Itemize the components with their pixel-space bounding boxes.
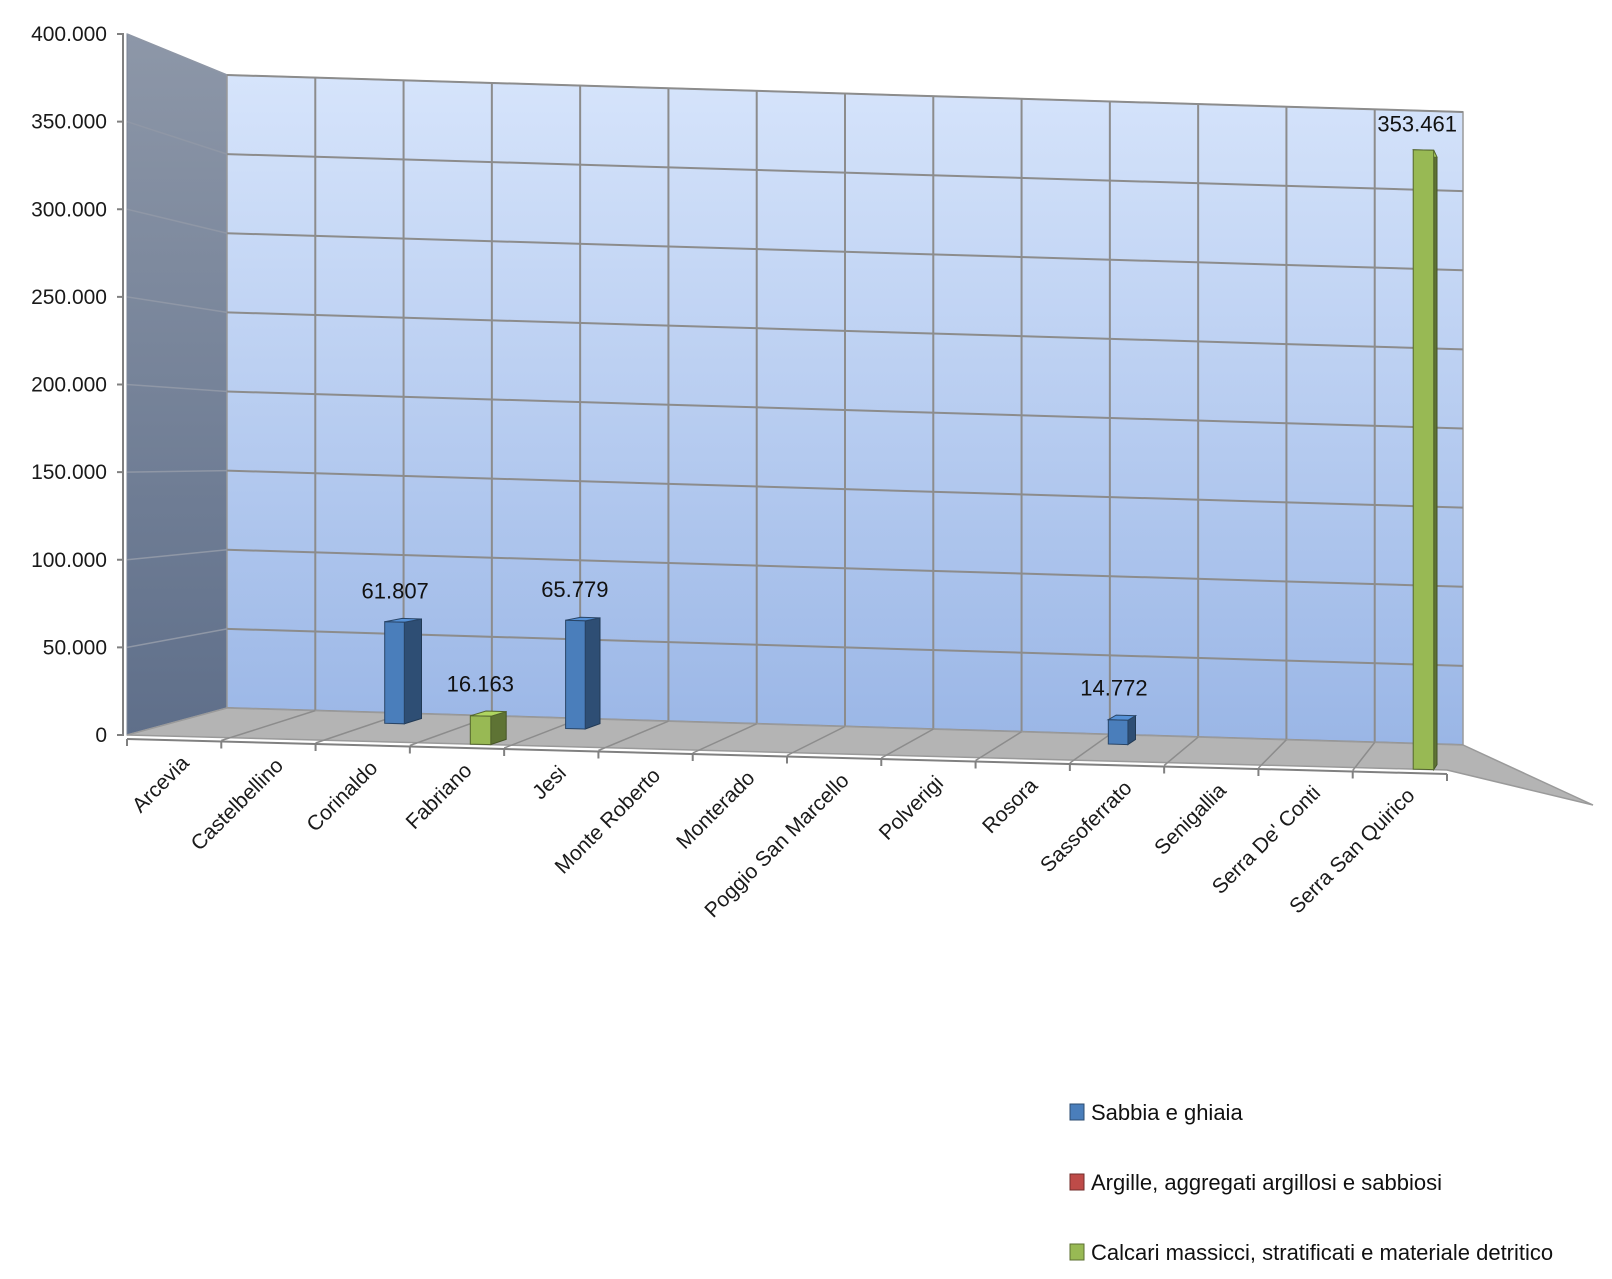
y-tick-label: 200.000 [31, 374, 107, 397]
data-label-fabriano: 16.163 [447, 672, 514, 697]
gridline-side [126, 120, 228, 155]
y-tick-label: 150.000 [31, 461, 107, 484]
legend-swatch [1069, 1173, 1085, 1191]
x-label-senigallia: Senigallia [1150, 779, 1231, 860]
floor-divider [880, 728, 934, 759]
legend: Sabbia e ghiaia Argille, aggregati argill… [1069, 1100, 1553, 1265]
data-label-serra-san-quirico: 353.461 [1377, 111, 1457, 136]
legend-item-calcari-massicci-stratificati-e-materiale-detritico: Calcari massicci, stratificati e materia… [1069, 1240, 1553, 1265]
y-tick-label: 0 [95, 724, 107, 747]
bar-front [565, 619, 586, 730]
bar-sabbia-e-ghiaia-jesi [565, 616, 601, 730]
x-label-sassoferrato: Sassoferrato [1036, 777, 1136, 877]
data-labels: 61.807 65.779 14.772 16.163 353.461 [362, 111, 1457, 700]
floor-divider [1163, 736, 1199, 767]
bar-front [1107, 719, 1129, 746]
y-tick-label: 350.000 [31, 111, 107, 134]
gridline-side [126, 628, 228, 649]
gridline-side [126, 549, 228, 561]
y-tick-label: 300.000 [31, 198, 107, 221]
floor-divider [786, 725, 846, 757]
floor-divider [1069, 733, 1111, 764]
bar-sabbia-e-ghiaia-sassoferrato [1106, 714, 1138, 746]
bar-side [490, 710, 507, 746]
x-label-polverigi: Polverigi [875, 772, 948, 845]
x-label-arcevia: Arcevia [128, 751, 194, 817]
bar-calcari-massicci-stratificati-e-materiale-detritico-fabriano [469, 710, 507, 746]
bar-front [469, 715, 492, 746]
y-axis: 0 50.000 100.000 150.000 200.000 250.000 300.0… [31, 23, 1448, 781]
legend-item-sabbia-e-ghiaia: Sabbia e ghiaia [1069, 1100, 1243, 1125]
x-label-jesi: Jesi [528, 762, 571, 805]
y-tick-label: 100.000 [31, 549, 107, 572]
gridlines [126, 33, 1464, 746]
data-label-corinaldo: 61.807 [362, 578, 429, 603]
floor-divider [1352, 741, 1376, 771]
bar-front [1412, 149, 1435, 771]
gridline-side [126, 208, 228, 234]
chart-walls [126, 33, 1464, 746]
data-label-sassoferrato: 14.772 [1080, 676, 1147, 701]
bar-side [403, 618, 422, 725]
floor-divider [221, 709, 316, 742]
floor-divider [975, 731, 1022, 762]
y-tick-label: 250.000 [31, 286, 107, 309]
floor-divider [1257, 739, 1287, 769]
legend-label: Sabbia e ghiaia [1091, 1100, 1243, 1125]
bar-sabbia-e-ghiaia-corinaldo [384, 617, 422, 725]
gridline-side [126, 469, 228, 473]
legend-label: Argille, aggregati argillosi e sabbiosi [1091, 1170, 1442, 1195]
bars [384, 149, 1438, 772]
x-label-monterado: Monterado [672, 767, 759, 854]
side-wall [126, 33, 228, 736]
x-label-castelbellino: Castelbellino [187, 754, 288, 855]
bar-side [584, 617, 601, 730]
bar-front [384, 621, 405, 725]
y-tick-label: 50.000 [43, 636, 107, 659]
legend-swatch [1069, 1103, 1085, 1121]
bar-calcari-massicci-stratificati-e-materiale-detritico-serra-san-quirico [1412, 149, 1438, 772]
x-label-corinaldo: Corinaldo [302, 757, 382, 837]
legend-item-argille-aggregati-argillosi-e-sabbiosi: Argille, aggregati argillosi e sabbiosi [1069, 1170, 1442, 1195]
floor-divider [692, 723, 758, 754]
gridline-side [126, 296, 228, 314]
x-label-monte-roberto: Monte Roberto [551, 764, 665, 878]
floor-divider [598, 720, 669, 752]
gridline-side [126, 383, 228, 393]
gridline-side [126, 33, 228, 76]
y-tick-label: 400.000 [31, 23, 107, 46]
data-label-jesi: 65.779 [541, 577, 608, 602]
legend-label: Calcari massicci, stratificati e materia… [1091, 1240, 1553, 1265]
legend-swatch [1069, 1243, 1085, 1261]
x-label-fabriano: Fabriano [402, 759, 477, 834]
x-label-rosora: Rosora [978, 774, 1042, 838]
